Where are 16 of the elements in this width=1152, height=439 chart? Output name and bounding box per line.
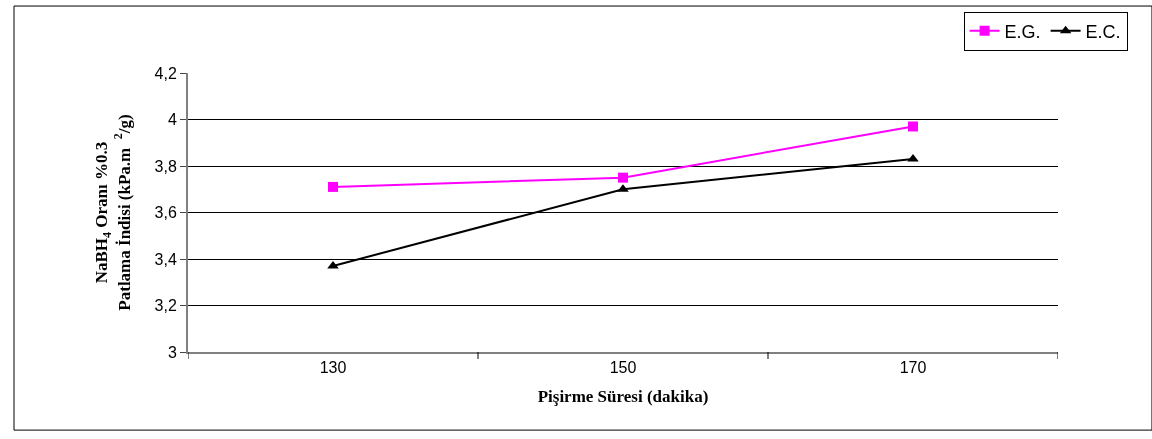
y-tick-label: 3,2 bbox=[154, 297, 177, 315]
x-tick-label: 170 bbox=[899, 359, 927, 377]
point bbox=[618, 172, 628, 183]
y-tick-label: 3,8 bbox=[154, 157, 177, 175]
y-tick-label: 3,4 bbox=[154, 250, 177, 268]
point bbox=[908, 121, 918, 132]
y-tick-label: 4,2 bbox=[154, 64, 177, 82]
point bbox=[328, 181, 338, 192]
y-tick-label: 3 bbox=[167, 343, 177, 361]
x-axis-title: Pişirme Süresi (dakika) bbox=[537, 387, 709, 407]
y-tick-label: 3,6 bbox=[154, 204, 177, 222]
x-tick-label: 130 bbox=[319, 359, 347, 377]
legend-label: E.C. bbox=[1085, 21, 1121, 42]
x-tick-label: 150 bbox=[609, 359, 637, 377]
legend-label: E.G. bbox=[1004, 21, 1041, 42]
y-tick-label: 4 bbox=[167, 111, 177, 129]
